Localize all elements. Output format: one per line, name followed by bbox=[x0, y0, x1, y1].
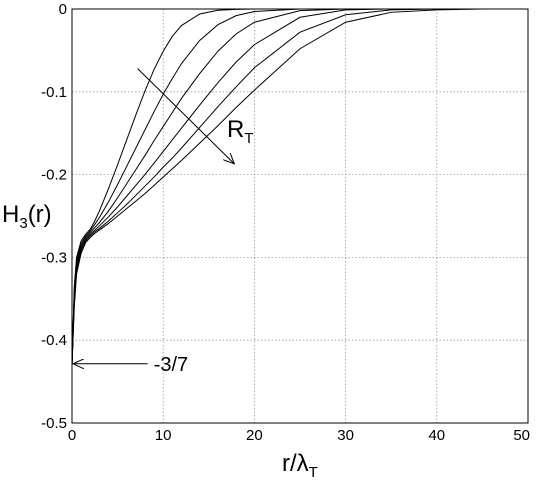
y-tick-label: -0.5 bbox=[41, 415, 67, 432]
series-line-5 bbox=[71, 8, 528, 366]
series-line-6 bbox=[71, 8, 528, 366]
y-tick-label: -0.2 bbox=[41, 167, 67, 184]
rt-arrow bbox=[137, 68, 235, 164]
x-axis-title: r/λT bbox=[282, 450, 318, 481]
plot-frame bbox=[71, 8, 529, 424]
series-line-4 bbox=[71, 8, 528, 366]
series-line-3 bbox=[71, 8, 528, 366]
grid-lines bbox=[72, 9, 528, 423]
y-tick-label: -0.1 bbox=[41, 84, 67, 101]
data-series bbox=[71, 8, 528, 366]
rt-label: RT bbox=[227, 116, 254, 147]
y-axis-title: H3(r) bbox=[2, 201, 52, 232]
x-tick-label: 50 bbox=[513, 427, 530, 444]
x-tick-label: 20 bbox=[246, 427, 263, 444]
x-tick-labels: 0 10 20 30 40 50 bbox=[68, 427, 530, 444]
y-tick-label: 0 bbox=[59, 1, 67, 18]
x-tick-label: 30 bbox=[337, 427, 354, 444]
series-line-2 bbox=[71, 8, 528, 366]
annotations: RT -3/7 bbox=[73, 68, 254, 376]
series-line-1 bbox=[71, 8, 528, 366]
x-tick-label: 40 bbox=[428, 427, 445, 444]
y-tick-label: -0.3 bbox=[41, 249, 67, 266]
y-tick-labels: 0 -0.1 -0.2 -0.3 -0.4 -0.5 bbox=[41, 1, 67, 432]
asymptote-label: -3/7 bbox=[154, 354, 188, 376]
x-tick-label: 0 bbox=[68, 427, 76, 444]
y-tick-label: -0.4 bbox=[41, 332, 67, 349]
x-tick-label: 10 bbox=[155, 427, 172, 444]
